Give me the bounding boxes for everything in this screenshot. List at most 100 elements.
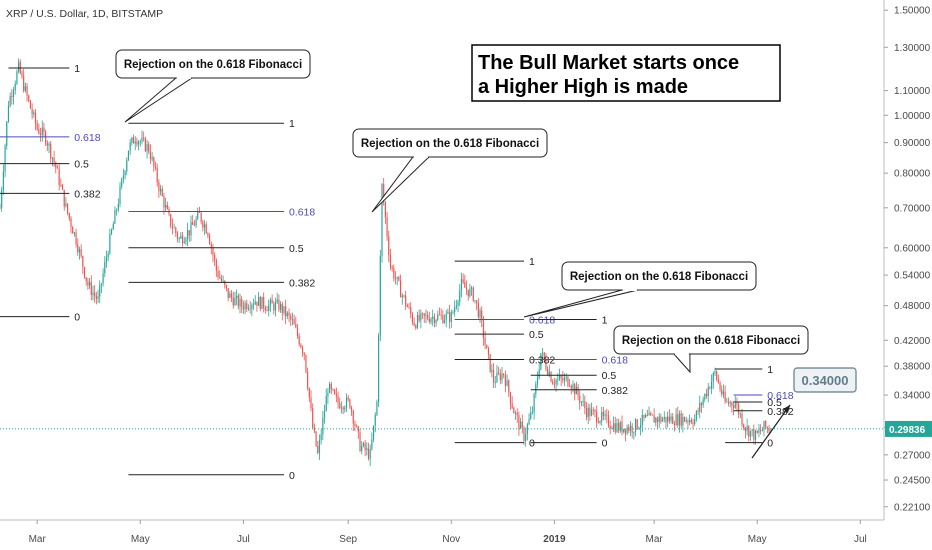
candle-body [369, 449, 371, 459]
candle [547, 366, 549, 376]
candle-body [403, 295, 405, 297]
candle [687, 418, 689, 430]
candle [653, 408, 655, 423]
candle-body [391, 266, 393, 269]
candle-body [631, 425, 633, 433]
candle-body [67, 203, 69, 214]
candle-body [658, 416, 660, 423]
candle [80, 244, 82, 259]
candle [577, 384, 579, 401]
candle [293, 314, 295, 325]
candle [274, 297, 277, 317]
candle [606, 408, 608, 424]
candle-body [36, 123, 38, 130]
candle-body [518, 415, 520, 429]
candle [454, 300, 456, 317]
candle [362, 441, 364, 448]
candle-body [175, 227, 177, 234]
candle [536, 371, 539, 389]
candle [705, 388, 708, 399]
candle-body [173, 227, 175, 229]
candle [601, 406, 603, 426]
candle [743, 423, 745, 431]
candle-body [158, 182, 160, 192]
candle [479, 307, 481, 323]
candle-body [399, 280, 402, 298]
x-tick-label: 2019 [543, 534, 566, 545]
candle [276, 292, 278, 305]
candle-body [498, 372, 500, 374]
callout-box [115, 49, 311, 79]
candle [212, 243, 214, 263]
candle-body [126, 160, 128, 172]
candle [525, 427, 527, 447]
callout-text: Rejection on the 0.618 Fibonacci [622, 335, 800, 347]
candle-body [39, 133, 42, 135]
callout-fib-rejection: Rejection on the 0.618 Fibonacci [115, 49, 311, 123]
candle-body [291, 319, 294, 320]
candle-body [121, 178, 123, 187]
candle-body [183, 241, 185, 244]
candle-body [236, 295, 238, 298]
candle-body [766, 427, 768, 429]
candle-body [317, 445, 319, 454]
candle [656, 416, 659, 430]
candle-body [34, 112, 37, 124]
candle [259, 295, 261, 312]
candle [119, 181, 121, 208]
candle-body [227, 288, 229, 298]
candle [650, 411, 652, 417]
candle [465, 280, 468, 295]
candle-body [607, 415, 610, 426]
candle-body [626, 427, 628, 434]
candle-body [307, 372, 309, 389]
candle [562, 371, 564, 384]
candle [192, 215, 194, 226]
candle-body [48, 143, 50, 146]
candle [129, 138, 131, 156]
candle-body [318, 439, 321, 454]
candle-body [163, 195, 165, 208]
candle-body [114, 210, 116, 224]
candle [498, 366, 500, 376]
candle-body [609, 425, 611, 428]
candle [758, 423, 760, 438]
candle [663, 411, 665, 423]
candle [739, 412, 741, 419]
candle-body [110, 229, 113, 234]
candle [246, 299, 248, 312]
candle-body [112, 223, 114, 230]
candle-body [283, 306, 285, 314]
candle [699, 395, 701, 419]
candle [623, 428, 625, 434]
candle-body [185, 239, 187, 242]
candle-body [352, 411, 354, 424]
candle [712, 371, 714, 390]
candle-body [313, 427, 315, 432]
candle [587, 403, 589, 425]
candle [102, 268, 104, 287]
candle-body [516, 412, 518, 416]
candle-body [619, 422, 621, 431]
candle [325, 388, 327, 412]
candle [310, 390, 312, 412]
candle [261, 296, 263, 310]
candle-body [45, 132, 47, 144]
candle [673, 420, 676, 432]
y-tick-label: 0.27000 [894, 450, 931, 461]
candle [305, 354, 307, 374]
candle-body [601, 411, 603, 422]
candle [58, 163, 60, 191]
candle [499, 369, 501, 385]
candle-body [271, 299, 273, 304]
candle [234, 291, 236, 307]
candle [273, 300, 275, 315]
candle-body [520, 421, 522, 429]
candle-body [653, 415, 655, 423]
candle-body [18, 61, 20, 72]
candle-body [386, 217, 388, 237]
candle [190, 215, 192, 242]
candle [208, 233, 211, 245]
candle-body [327, 392, 329, 397]
